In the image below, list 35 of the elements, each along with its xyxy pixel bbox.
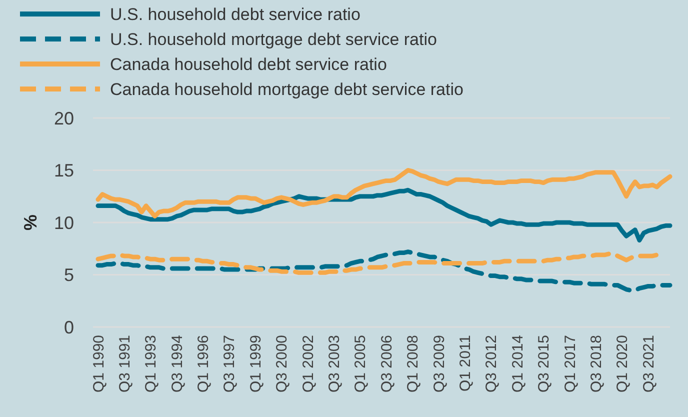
- x-tick-label: Q1 1996: [195, 335, 212, 393]
- line-series: [96, 188, 672, 243]
- x-tick-label: Q1 2014: [509, 335, 526, 393]
- x-tick-label: Q1 2017: [562, 335, 579, 393]
- x-tick-label: Q3 1997: [221, 335, 238, 393]
- x-tick-label: Q1 2002: [300, 335, 317, 393]
- x-tick-label: Q1 1999: [247, 335, 264, 393]
- line-series: [96, 168, 672, 218]
- legend-label: U.S. household mortgage debt service ratio: [110, 30, 437, 49]
- x-tick-label: Q1 2005: [352, 335, 370, 393]
- y-tick-label: 10: [54, 212, 74, 233]
- x-tick-label: Q3 2000: [274, 335, 291, 393]
- x-tick-label: Q1 2008: [404, 335, 422, 393]
- x-tick-label: Q1 1993: [142, 335, 160, 393]
- x-tick-label: Q3 2006: [378, 335, 396, 393]
- legend-label: U.S. household debt service ratio: [110, 4, 360, 24]
- y-tick-label: 20: [54, 108, 74, 128]
- x-tick-label: Q3 2012: [483, 335, 500, 393]
- line-series: [96, 250, 672, 293]
- x-tick-label: Q3 2003: [326, 335, 344, 393]
- x-tick-label: Q3 2015: [536, 335, 553, 393]
- x-tick-label: Q3 1994: [168, 335, 186, 393]
- y-tick-label: 15: [54, 160, 74, 181]
- x-tick-label: Q3 2009: [430, 335, 448, 393]
- x-tick-label: Q1 2020: [614, 335, 632, 393]
- y-tick-label: 5: [64, 265, 74, 286]
- x-tick-label: Q3 1991: [116, 335, 134, 393]
- x-tick-label: Q3 2018: [588, 335, 606, 393]
- x-tick-label: Q3 2021: [640, 335, 658, 393]
- x-tick-label: Q1 1990: [90, 335, 108, 393]
- legend-label: Canada household debt service ratio: [110, 54, 387, 74]
- y-axis-title: %: [20, 214, 40, 231]
- y-tick-label: 0: [64, 317, 74, 338]
- legend-label: Canada household mortgage debt service ratio: [110, 80, 464, 99]
- x-tick-label: Q1 2011: [457, 335, 474, 392]
